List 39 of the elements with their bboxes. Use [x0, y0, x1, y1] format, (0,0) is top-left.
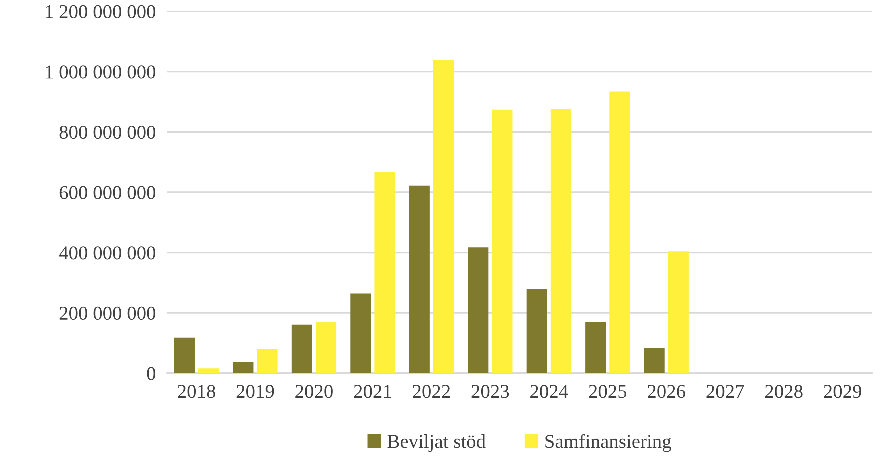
- bar: [198, 368, 220, 374]
- y-tick-label: 1 200 000 000: [46, 5, 156, 18]
- bar: [492, 110, 513, 374]
- bar: [292, 324, 312, 374]
- x-tick-label: 2020: [296, 385, 333, 398]
- bar: [550, 109, 572, 374]
- x-tick-label: 2029: [824, 385, 862, 398]
- bar: [350, 294, 372, 374]
- bar: [586, 322, 606, 374]
- y-tick-label: 800 000 000: [60, 126, 156, 140]
- x-tick-label: 2024: [530, 385, 568, 398]
- y-tick-label: 200 000 000: [60, 306, 156, 320]
- x-tick-label: 2022: [413, 385, 450, 398]
- bar: [526, 288, 548, 374]
- bar: [374, 172, 396, 374]
- x-tick-label: 2018: [178, 385, 216, 398]
- bar: [644, 348, 665, 374]
- legend-label: Beviljat stöd: [388, 434, 486, 452]
- y-tick-label: 0: [147, 367, 156, 380]
- x-tick-label: 2023: [472, 385, 510, 398]
- x-tick-label: 2019: [236, 385, 274, 398]
- y-tick-label: 400 000 000: [59, 246, 156, 260]
- bar: [468, 248, 489, 374]
- x-tick-label: 2021: [354, 385, 392, 398]
- x-tick-label: 2026: [648, 385, 686, 398]
- bar: [610, 92, 630, 374]
- x-tick-label: 2027: [706, 385, 744, 398]
- bar: [433, 60, 454, 374]
- bar: [233, 362, 254, 374]
- bar: [668, 252, 689, 374]
- bar: [316, 322, 337, 374]
- legend-label: Samfinansiering: [546, 434, 672, 452]
- y-tick-label: 1 000 000 000: [46, 66, 156, 79]
- x-tick-label: 2028: [766, 385, 803, 398]
- bar: [174, 338, 195, 374]
- x-tick-label: 2025: [589, 385, 627, 398]
- y-tick-label: 600 000 000: [60, 186, 156, 200]
- bar: [257, 348, 278, 374]
- bar: [409, 186, 430, 374]
